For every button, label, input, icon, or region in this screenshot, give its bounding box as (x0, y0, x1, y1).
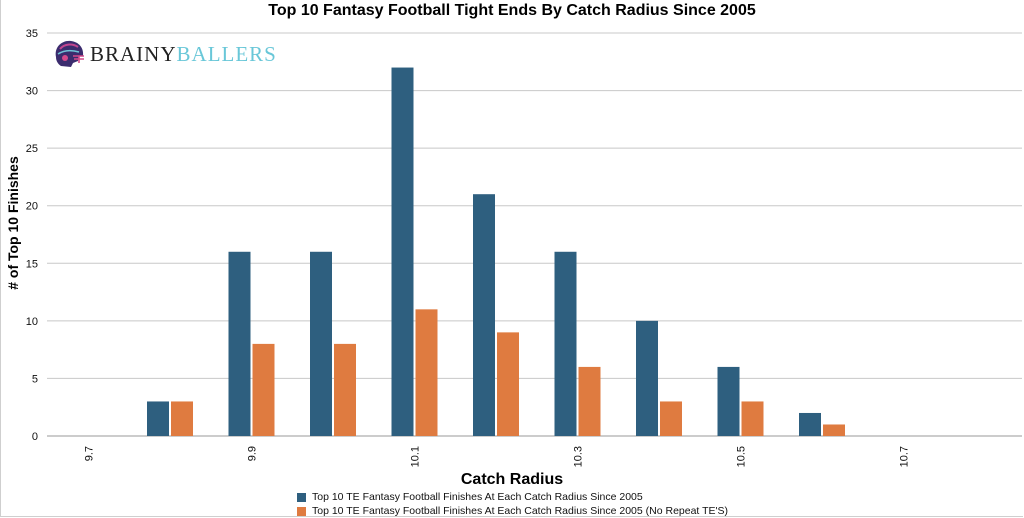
logo-text-ballers: BALLERS (176, 41, 277, 66)
legend-swatch-series-2 (297, 506, 306, 516)
brainy-ballers-logo: BRAINYBALLERS (52, 39, 277, 69)
logo-text-brainy: BRAINY (90, 41, 177, 66)
y-axis-label: # of Top 10 Finishes (5, 156, 21, 290)
legend-swatch-series-1 (297, 492, 306, 502)
legend-label-series-1: Top 10 TE Fantasy Football Finishes At E… (312, 491, 643, 503)
legend-item-series-1: Top 10 TE Fantasy Football Finishes At E… (297, 490, 728, 504)
x-axis-label: Catch Radius (460, 471, 564, 488)
chart-title: Top 10 Fantasy Football Tight Ends By Ca… (268, 2, 756, 19)
football-helmet-icon (55, 40, 84, 67)
legend-label-series-2: Top 10 TE Fantasy Football Finishes At E… (312, 505, 729, 517)
legend: Top 10 TE Fantasy Football Finishes At E… (297, 490, 728, 518)
legend-item-series-2: Top 10 TE Fantasy Football Finishes At E… (297, 504, 728, 518)
